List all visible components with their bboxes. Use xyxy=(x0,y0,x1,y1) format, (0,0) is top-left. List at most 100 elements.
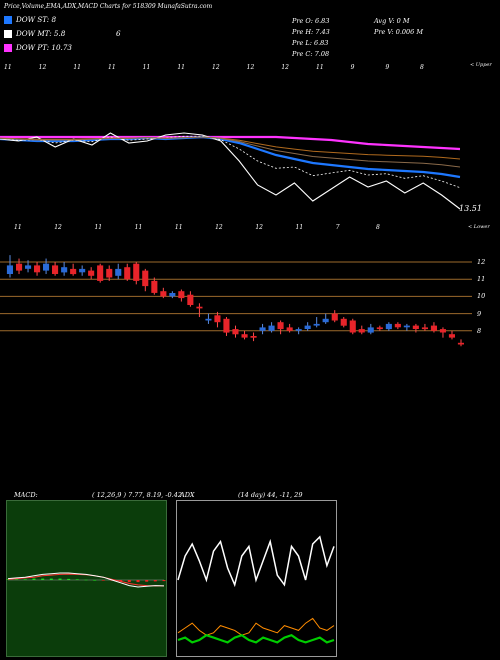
candle-body xyxy=(376,327,383,330)
adx-series-adx xyxy=(177,535,335,588)
marker-label: 11 xyxy=(142,64,151,71)
macd-histogram-bar xyxy=(23,579,27,580)
candle-body xyxy=(25,265,32,269)
macd-histogram-bar xyxy=(93,580,97,581)
macd-histogram-bar xyxy=(136,580,140,583)
macd-histogram-bar xyxy=(84,579,88,581)
marker-label: 11 xyxy=(134,224,143,231)
marker-label: 12 xyxy=(281,64,289,71)
macd-histogram-bar xyxy=(41,578,45,580)
y-tick-label: 8 xyxy=(477,326,482,335)
lower-label: < Lower xyxy=(468,224,490,230)
marker-label: 11 xyxy=(316,64,324,71)
candle-body xyxy=(115,268,122,276)
candle-body xyxy=(97,265,104,281)
candle-body xyxy=(313,323,320,326)
macd-histogram-bar xyxy=(58,578,62,580)
candle-body xyxy=(151,280,158,293)
candle-body xyxy=(277,322,284,330)
legend-swatch-mt xyxy=(4,30,12,38)
candle-body xyxy=(52,265,59,274)
marker-label: 8 xyxy=(420,64,424,71)
marker-label: 12 xyxy=(255,224,263,231)
marker-label: 12 xyxy=(215,224,223,231)
stat-pre-volume: Pre V: 0.006 M xyxy=(374,28,424,36)
legend-swatch-st xyxy=(4,16,12,24)
adx-label: ADX xyxy=(180,491,195,499)
y-tick-label: 12 xyxy=(477,258,486,266)
marker-label: 11 xyxy=(295,224,304,231)
candle-body xyxy=(421,327,428,330)
candle-body xyxy=(124,267,131,280)
marker-label: 11 xyxy=(108,64,116,71)
legend-label-st: DOW ST: 8 xyxy=(16,15,57,24)
candle-body xyxy=(322,318,329,323)
candle-body xyxy=(142,270,149,287)
macd-histogram-bar xyxy=(162,580,166,582)
stat-pre-open: Pre O: 6.83 xyxy=(292,17,330,25)
candle-body xyxy=(160,291,167,297)
macd-panel-bg xyxy=(6,500,167,657)
candle-body xyxy=(61,267,68,273)
macd-histogram-bar xyxy=(145,580,149,582)
legend-swatch-pt xyxy=(4,44,12,52)
candle-body xyxy=(79,268,86,273)
macd-histogram-bar xyxy=(32,578,36,580)
marker-label: 9 xyxy=(385,64,390,71)
macd-histogram-bar xyxy=(15,579,19,580)
candle-body xyxy=(448,334,455,338)
marker-label: 11 xyxy=(174,224,183,231)
candle-body xyxy=(304,325,311,329)
y-tick-label: 10 xyxy=(477,292,486,301)
legend-extra: 6 xyxy=(116,29,121,38)
macd-histogram-bar xyxy=(6,579,10,580)
candle-body xyxy=(430,325,437,331)
candle-body xyxy=(6,265,13,274)
marker-label: 11 xyxy=(94,224,103,231)
marker-label: 11 xyxy=(14,224,22,231)
marker-label: 12 xyxy=(38,64,47,71)
macd-params: ( 12,26,9 ) 7.77, 8.19, -0.42 xyxy=(92,491,182,499)
candle-body xyxy=(286,327,293,331)
candle-body xyxy=(43,263,50,271)
marker-label: 11 xyxy=(4,64,12,71)
candle-body xyxy=(34,265,41,273)
marker-label: 11 xyxy=(73,64,81,71)
candle-body xyxy=(295,329,302,331)
macd-histogram-bar xyxy=(49,578,53,580)
marker-label: 12 xyxy=(212,64,220,71)
candle-body xyxy=(412,325,419,329)
candle-body xyxy=(394,323,401,328)
macd-line xyxy=(7,572,165,588)
candle-body xyxy=(367,327,374,333)
candle-body xyxy=(214,315,221,323)
macd-histogram-bar xyxy=(101,580,105,581)
candle-body xyxy=(16,263,23,271)
candle-body xyxy=(196,306,203,309)
candle-body xyxy=(70,268,77,275)
adx-params: (14 day) 44, -11, 29 xyxy=(238,491,303,499)
stat-avg-volume: Avg V: 0 M xyxy=(374,17,410,25)
series-line-ema-dotted xyxy=(0,135,461,189)
candle-body xyxy=(169,293,176,297)
macd-label: MACD: xyxy=(14,491,38,499)
marker-label: 11 xyxy=(177,64,185,71)
candle-body xyxy=(250,336,257,338)
candle-body xyxy=(241,334,248,338)
series-line-ema-slow xyxy=(0,136,461,160)
legend-label-mt: DOW MT: 5.8 xyxy=(16,29,66,38)
macd-histogram-bar xyxy=(75,579,79,580)
marker-label: 7 xyxy=(335,224,340,231)
legend-label-pt: DOW PT: 10.73 xyxy=(16,43,72,52)
candle-body xyxy=(439,329,446,333)
candle-body xyxy=(457,342,464,345)
chart-title: Price,Volume,EMA,ADX,MACD Charts for 518… xyxy=(4,3,213,10)
marker-label: 12 xyxy=(54,224,62,231)
marker-label: 9 xyxy=(350,64,355,71)
candle-body xyxy=(358,329,365,333)
macd-histogram-bar xyxy=(119,580,123,582)
series-line-ema-medium xyxy=(0,136,461,168)
